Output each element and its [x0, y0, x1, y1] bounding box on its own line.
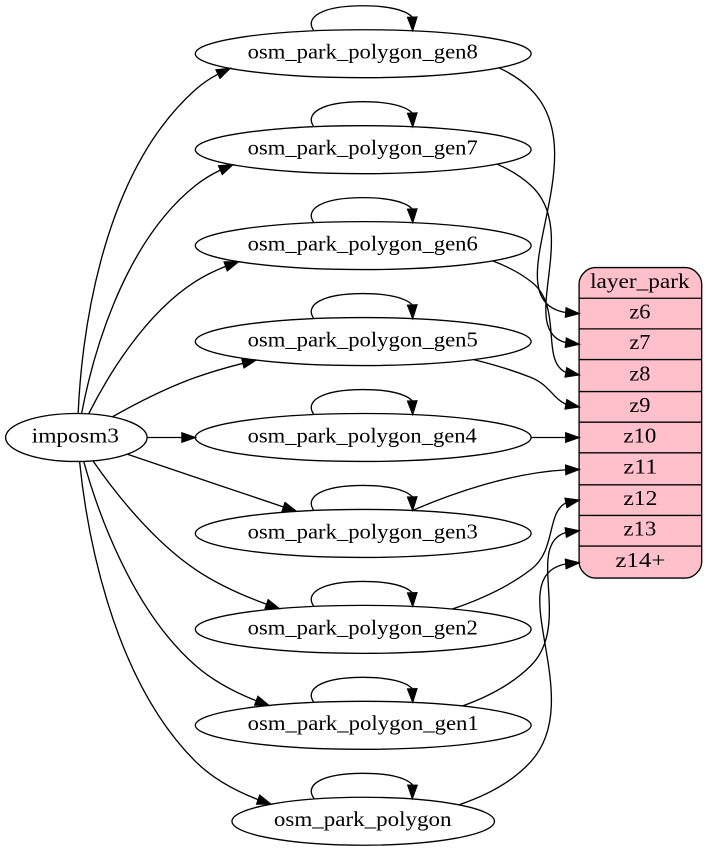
svg-text:z9: z9	[629, 393, 650, 417]
svg-text:osm_park_polygon: osm_park_polygon	[274, 807, 452, 831]
svg-text:z12: z12	[623, 486, 657, 510]
svg-text:imposm3: imposm3	[32, 423, 119, 447]
svg-text:z13: z13	[623, 517, 656, 541]
svg-text:z7: z7	[629, 330, 650, 354]
svg-text:layer_park: layer_park	[590, 269, 690, 293]
svg-text:osm_park_polygon_gen1: osm_park_polygon_gen1	[248, 711, 479, 735]
svg-text:z8: z8	[629, 361, 650, 385]
svg-text:z10: z10	[623, 423, 656, 447]
svg-text:osm_park_polygon_gen2: osm_park_polygon_gen2	[248, 615, 478, 639]
svg-text:osm_park_polygon_gen6: osm_park_polygon_gen6	[248, 232, 478, 256]
svg-text:osm_park_polygon_gen8: osm_park_polygon_gen8	[248, 40, 478, 64]
svg-text:z6: z6	[629, 300, 650, 324]
svg-text:osm_park_polygon_gen3: osm_park_polygon_gen3	[248, 519, 478, 543]
svg-text:z11: z11	[623, 455, 657, 479]
svg-text:z14+: z14+	[615, 548, 665, 572]
svg-text:osm_park_polygon_gen7: osm_park_polygon_gen7	[248, 136, 478, 160]
svg-text:osm_park_polygon_gen5: osm_park_polygon_gen5	[248, 327, 478, 351]
svg-text:osm_park_polygon_gen4: osm_park_polygon_gen4	[248, 423, 478, 447]
